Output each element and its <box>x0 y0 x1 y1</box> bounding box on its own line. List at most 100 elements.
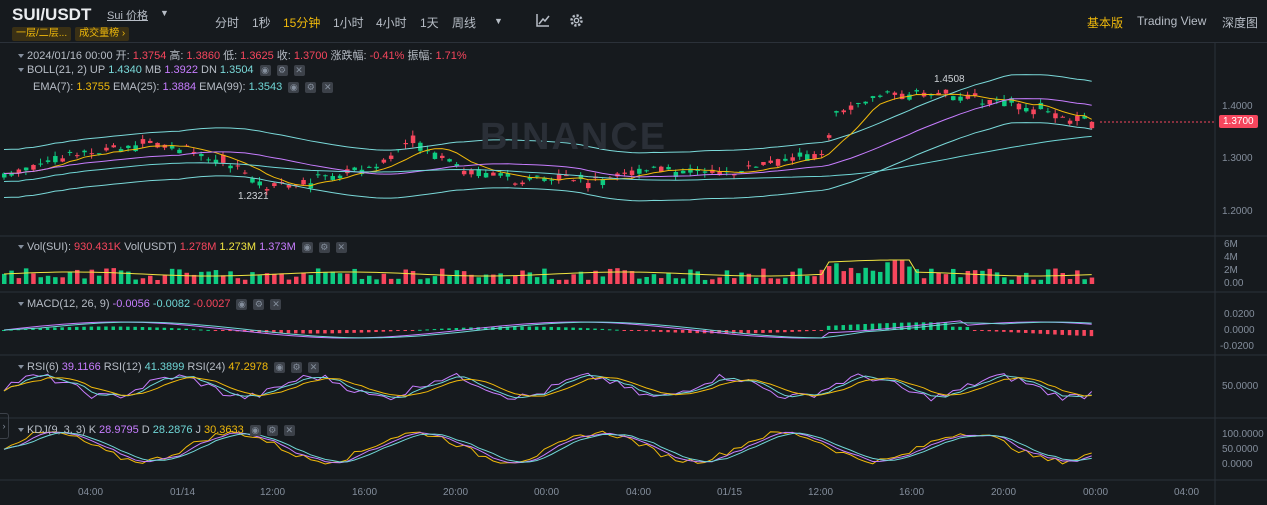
tab-tradingview[interactable]: Trading View <box>1137 14 1207 28</box>
interval-1s[interactable]: 1秒 <box>252 16 271 30</box>
price-link[interactable]: Sui 价格 <box>107 10 148 22</box>
vol-usdt-value: 1.278M <box>179 241 217 253</box>
candle-body <box>651 166 657 168</box>
gear-icon[interactable]: ⚙ <box>276 64 288 76</box>
close-icon[interactable]: ✕ <box>322 81 334 93</box>
candle-body <box>1075 115 1080 122</box>
more-intervals-icon[interactable]: ▼ <box>494 16 503 26</box>
kdj-k-label: K <box>88 424 97 436</box>
volume-bar <box>600 276 606 284</box>
eye-icon[interactable]: ◉ <box>249 424 261 436</box>
eye-icon[interactable]: ◉ <box>236 298 248 310</box>
eye-icon[interactable]: ◉ <box>274 361 286 373</box>
macd-hist-bar <box>600 328 605 330</box>
macd-hist-bar <box>96 326 101 330</box>
gear-icon[interactable]: ⚙ <box>266 424 278 436</box>
kdj-axis-label: 100.0000 <box>1222 429 1264 440</box>
candle-body <box>775 159 781 166</box>
macd-hist-bar <box>155 327 159 330</box>
volume-bar <box>892 260 898 284</box>
tab-basic[interactable]: 基本版 <box>1087 16 1124 30</box>
volume-bar <box>724 270 730 284</box>
macd-hist-bar <box>118 326 123 330</box>
candle-body <box>878 95 883 97</box>
volume-bar <box>483 274 489 284</box>
volume-bar <box>206 271 211 284</box>
macd-hist-bar <box>505 326 510 330</box>
pair-dropdown-icon[interactable]: ▼ <box>160 8 169 18</box>
macd-axis-label: -0.0200 <box>1220 341 1254 352</box>
close-icon[interactable]: ✕ <box>293 64 305 76</box>
volume-bar <box>637 278 642 284</box>
vol-usdt-label: Vol(USDT) <box>124 241 177 253</box>
volume-bar <box>1089 277 1095 284</box>
rsi6-line <box>3 372 1093 402</box>
expand-panel-handle[interactable]: › <box>0 413 9 439</box>
candle-body <box>9 172 14 176</box>
volume-bar <box>943 274 949 284</box>
settings-gear-icon[interactable] <box>569 13 584 28</box>
tab-depth[interactable]: 深度图 <box>1222 16 1259 30</box>
macd-hist-bar <box>169 328 174 330</box>
volume-bar <box>783 277 788 284</box>
macd-hist-bar <box>177 328 181 330</box>
volume-bar <box>578 271 584 284</box>
macd-hist-bar <box>60 327 64 330</box>
macd-hist-bar <box>45 327 50 330</box>
close-icon[interactable]: ✕ <box>270 298 282 310</box>
volume-bar <box>1082 279 1087 284</box>
macd-hist-bar <box>148 327 152 330</box>
volume-bar <box>819 269 825 284</box>
candle-body <box>629 170 635 176</box>
kdj-j-value: 30.3633 <box>204 424 244 436</box>
macd-hist-bar <box>520 326 524 330</box>
collapse-icon[interactable] <box>18 365 24 370</box>
interval-4h[interactable]: 4小时 <box>376 16 407 30</box>
current-price-tag: 1.3700 <box>1219 115 1258 128</box>
collapse-icon[interactable] <box>18 54 24 59</box>
candle-body <box>549 179 554 181</box>
macd-hist-bar <box>593 328 597 330</box>
interval-1d[interactable]: 1天 <box>420 16 439 30</box>
collapse-icon[interactable] <box>18 428 24 433</box>
gear-icon[interactable]: ⚙ <box>318 241 330 253</box>
volume-bar <box>856 273 861 284</box>
gear-icon[interactable]: ⚙ <box>253 298 265 310</box>
time-axis-label: 00:00 <box>1083 487 1109 498</box>
tag-volume-rank[interactable]: 成交量榜 › <box>75 27 130 41</box>
tag-category[interactable]: 一层/二层... <box>12 27 72 41</box>
volume-bar <box>418 279 423 284</box>
macd-hist-bar <box>221 330 225 331</box>
macd-hist-bar <box>418 329 422 331</box>
interval-15m[interactable]: 15分钟 <box>283 16 321 30</box>
candle-body <box>513 183 518 185</box>
collapse-icon[interactable] <box>18 302 24 307</box>
close-icon[interactable]: ✕ <box>283 424 295 436</box>
boll-name: BOLL(21, 2) <box>27 64 87 76</box>
volume-bar <box>118 270 124 284</box>
close-icon[interactable]: ✕ <box>308 361 320 373</box>
candle-body <box>505 173 511 177</box>
interval-1w[interactable]: 周线 <box>452 16 477 30</box>
eye-icon[interactable]: ◉ <box>288 81 300 93</box>
gear-icon[interactable]: ⚙ <box>305 81 317 93</box>
candle-body <box>454 164 460 167</box>
volume-bar <box>184 272 189 284</box>
close-icon[interactable]: ✕ <box>335 241 347 253</box>
candle-body <box>403 143 408 145</box>
collapse-icon[interactable] <box>18 245 24 250</box>
eye-icon[interactable]: ◉ <box>259 64 271 76</box>
gear-icon[interactable]: ⚙ <box>291 361 303 373</box>
top-bar: SUI/USDT Sui 价格 ▼ 分时 1秒 15分钟 1小时 4小时 1天 … <box>0 0 1267 43</box>
volume-bar <box>732 278 737 284</box>
indicator-icon[interactable] <box>536 13 550 27</box>
kdj-k-value: 28.9795 <box>99 424 139 436</box>
interval-1h[interactable]: 1小时 <box>333 16 364 30</box>
interval-time-sharing[interactable]: 分时 <box>215 16 240 30</box>
volume-bar <box>870 270 876 284</box>
eye-icon[interactable]: ◉ <box>301 241 313 253</box>
chart-canvas[interactable] <box>0 42 1267 505</box>
volume-bar <box>607 268 613 284</box>
collapse-icon[interactable] <box>18 68 24 73</box>
low-value: 1.3625 <box>240 50 274 62</box>
